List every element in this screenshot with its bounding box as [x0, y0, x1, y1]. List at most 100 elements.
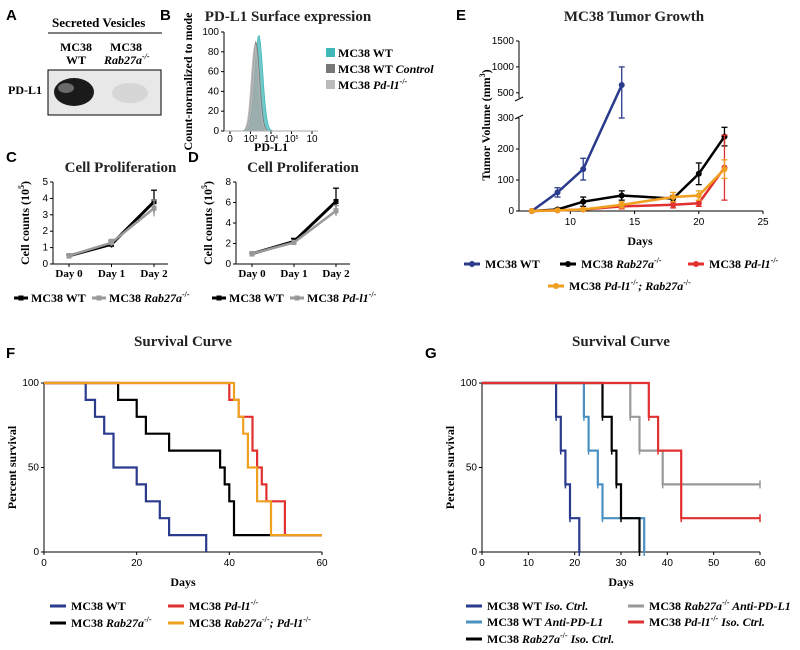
chart-g-legend-label: MC38 WT Iso. Ctrl. [487, 599, 588, 613]
chart-b-ytick-label: 0 [213, 126, 219, 137]
chart-e-point [670, 201, 677, 208]
chart-b-xtick-label: 103 [244, 134, 258, 145]
chart-g-legend-label: MC38 WT Anti-PD-L1 [487, 615, 603, 629]
chart-c-legend-label: MC38 Rab27a-/- [109, 290, 190, 305]
chart-e-legend-label: MC38 Pd-l1-/- [709, 256, 779, 271]
panel-label-d: D [188, 149, 199, 166]
chart-e-point [695, 200, 702, 207]
chart-b-ytick-label: 80 [208, 47, 220, 58]
chart-c-xtick-label: Day 0 [55, 268, 83, 280]
chart-e-point [528, 208, 535, 214]
chart-e-point [618, 82, 625, 89]
chart-c-point [66, 253, 72, 259]
panel-label-f: F [6, 345, 15, 362]
chart-d-point [333, 208, 339, 214]
blot-col2b: Rab27a-/- [103, 52, 150, 67]
chart-b-title: PD-L1 Surface expression [205, 9, 372, 25]
chart-b-histogram-flow_pd [224, 43, 318, 132]
chart-e-legend-label: MC38 Rab27a-/- [581, 256, 662, 271]
chart-b-legend-swatch [326, 80, 335, 89]
chart-c-line-series-0 [68, 200, 156, 258]
chart-g-xtick-label: 0 [479, 558, 485, 569]
blot-band-wt [54, 78, 94, 106]
chart-d-ytick-label: 4 [225, 218, 231, 229]
chart-e-xtick-label: 20 [693, 217, 705, 228]
chart-c-xtick-label: Day 2 [140, 268, 168, 280]
chart-c-point [151, 205, 157, 211]
chart-e-ytick-label: 100 [497, 175, 514, 186]
chart-e-line-wt [531, 84, 623, 213]
chart-d-legend-label: MC38 WT [229, 291, 284, 305]
chart-b-ytick-label: 100 [202, 27, 219, 38]
chart-g-legend-label: MC38 Rab27a-/- Anti-PD-L1 [649, 598, 791, 613]
chart-f-ytick-label: 50 [28, 463, 40, 474]
chart-d-xtick-label: Day 0 [238, 268, 266, 280]
chart-e-xtick-label: 10 [565, 217, 577, 228]
chart-g-legend-label: MC38 Rab27a-/- Iso. Ctrl. [487, 631, 614, 646]
chart-e-axis-break [514, 96, 524, 102]
panel-label-c: C [6, 149, 17, 166]
chart-d-title: Cell Proliferation [247, 160, 359, 176]
chart-c-ytick-label: 0 [42, 259, 48, 270]
chart-e-point [580, 198, 587, 205]
chart-d-point [291, 239, 297, 245]
chart-e-legend-marker [565, 261, 571, 267]
chart-f-xlabel: Days [170, 575, 196, 589]
chart-d-line-series-1 [251, 209, 337, 255]
chart-g-curve-anti_rab [482, 381, 760, 486]
chart-e-legend-label: MC38 Pd-l1-/-; Rab27a-/- [569, 278, 691, 293]
chart-e-ytick-label: 200 [497, 144, 514, 155]
panel-label-e: E [456, 7, 466, 24]
chart-f-title: Survival Curve [134, 334, 232, 350]
chart-b-xtick-label: 104 [264, 134, 278, 145]
chart-c-legend-marker [18, 295, 24, 301]
chart-d-ytick-label: 2 [225, 239, 231, 250]
chart-e-ytick-label: 1000 [492, 62, 515, 73]
chart-g-xtick-label: 60 [754, 558, 766, 569]
chart-c-legend-marker [96, 295, 102, 301]
chart-f-legend-label: MC38 WT [71, 599, 126, 613]
chart-e-point [695, 192, 702, 199]
chart-b-ytick-label: 40 [208, 86, 220, 97]
chart-g-ytick-label: 100 [460, 378, 477, 389]
chart-b-histogram-flow_wt [224, 34, 318, 132]
blot-band-highlight [58, 83, 74, 93]
chart-g-curve-iso_rab [482, 381, 641, 552]
chart-g-xtick-label: 40 [662, 558, 674, 569]
chart-c-legend-label: MC38 WT [31, 291, 86, 305]
blot-col1b: WT [66, 53, 86, 67]
chart-c-ylabel: Cell counts (105) [17, 181, 32, 265]
chart-b-xtick-label: 105 [285, 134, 299, 145]
chart-e-point [670, 194, 677, 201]
chart-b-ytick-label: 60 [208, 67, 220, 78]
chart-e-legend-marker [693, 261, 699, 267]
chart-d-xtick-label: Day 1 [280, 268, 307, 280]
chart-e-point [580, 166, 587, 173]
chart-d-ytick-label: 8 [225, 177, 231, 188]
chart-e-point [554, 189, 561, 196]
chart-f-ytick-label: 0 [33, 547, 39, 558]
chart-c-ytick-label: 2 [42, 226, 48, 237]
chart-b-legend-label: MC38 WT Control [338, 62, 434, 76]
chart-e-point [695, 170, 702, 177]
chart-f-legend-label: MC38 Rab27a-/- [71, 615, 152, 630]
chart-e-line-rab [531, 135, 726, 213]
chart-c-ytick-label: 4 [42, 193, 48, 204]
chart-g-curve-iso_wt [482, 381, 581, 552]
chart-g-xtick-label: 30 [615, 558, 627, 569]
chart-f-xtick-label: 40 [224, 558, 236, 569]
chart-e-point [554, 207, 561, 214]
chart-g-curve-iso_pd [482, 381, 760, 520]
chart-b-xtick-label: 0 [227, 134, 233, 145]
chart-e-point [580, 206, 587, 213]
chart-e-title: MC38 Tumor Growth [564, 9, 705, 25]
chart-f-curve-dko [44, 381, 322, 537]
chart-g-ytick-label: 50 [466, 463, 478, 474]
chart-d-xtick-label: Day 2 [322, 268, 350, 280]
chart-f-xtick-label: 20 [131, 558, 143, 569]
panel-label-b: B [160, 7, 171, 24]
chart-b-xtick-label: 10 [306, 134, 318, 145]
chart-g-title: Survival Curve [572, 334, 670, 350]
chart-g-xlabel: Days [608, 575, 634, 589]
